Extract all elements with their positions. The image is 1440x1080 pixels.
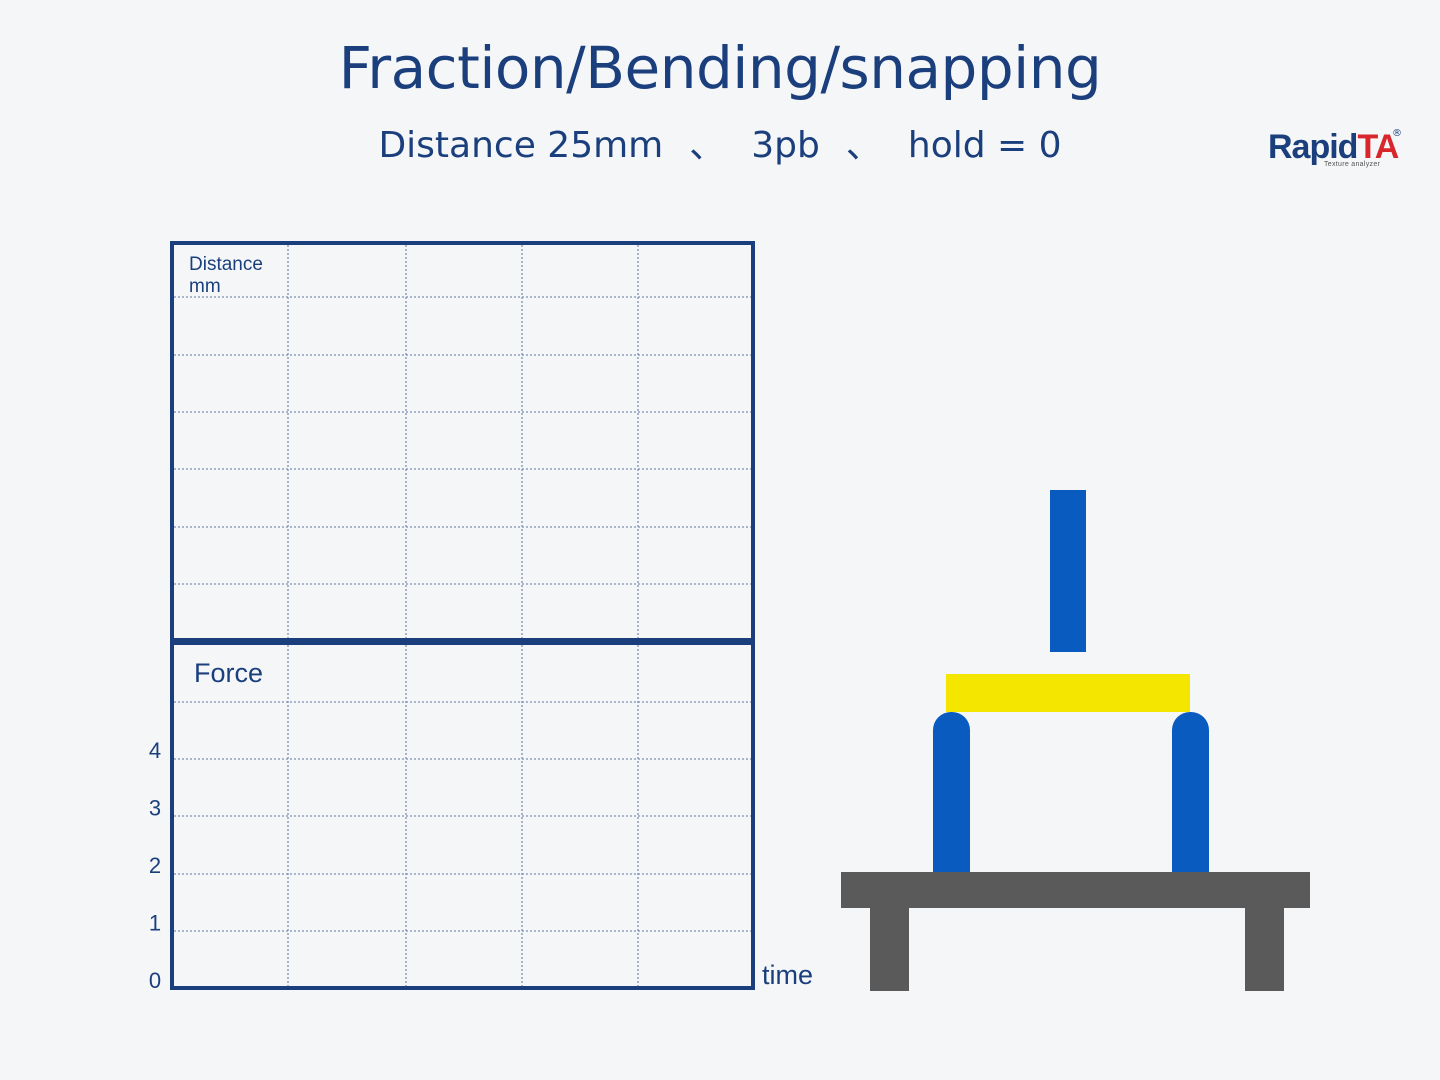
- upper-probe-tip: [1050, 614, 1086, 650]
- force-tick-label: 0: [149, 968, 161, 993]
- logo-brand: Rapid: [1268, 128, 1358, 166]
- sample-bar: [946, 674, 1190, 712]
- force-tick-label: 3: [149, 796, 161, 821]
- platform-left-leg: [870, 906, 909, 991]
- platform-top: [841, 872, 1310, 908]
- right-support-base: [1172, 740, 1209, 874]
- test-parameters: Distance 25mm 、 3pb 、 hold = 0: [0, 116, 1440, 168]
- force-chart-frame: [170, 641, 755, 990]
- time-axis-label: time: [762, 960, 813, 990]
- page-title: Fraction/Bending/snapping: [338, 34, 1102, 102]
- param-distance: Distance 25mm: [378, 125, 664, 166]
- param-hold: hold = 0: [907, 125, 1062, 166]
- logo-registered-mark: ®: [1392, 128, 1402, 139]
- platform-right-leg: [1245, 906, 1284, 991]
- param-probe: 3pb: [751, 125, 820, 166]
- logo-wordmark: RapidTA: [1268, 128, 1399, 167]
- distance-chart-frame: [170, 241, 755, 642]
- force-tick-label: 2: [149, 853, 161, 878]
- force-axis-label: Force: [194, 658, 263, 688]
- bending-apparatus: [841, 490, 1310, 991]
- param-separator: 、: [845, 125, 882, 166]
- distance-axis-label-line1: Distance: [189, 254, 263, 275]
- distance-axis-label-line2: mm: [189, 276, 221, 297]
- chart-grid: [174, 245, 751, 986]
- logo-tagline: Texture analyzer: [1324, 161, 1381, 168]
- logo-brand-accent: TA: [1357, 128, 1399, 166]
- param-separator: 、: [689, 125, 726, 166]
- force-tick-label: 4: [149, 738, 161, 763]
- rapidta-logo: RapidTA ® Texture analyzer: [1268, 128, 1408, 172]
- force-tick-label: 1: [149, 911, 161, 936]
- left-support-base: [933, 740, 970, 874]
